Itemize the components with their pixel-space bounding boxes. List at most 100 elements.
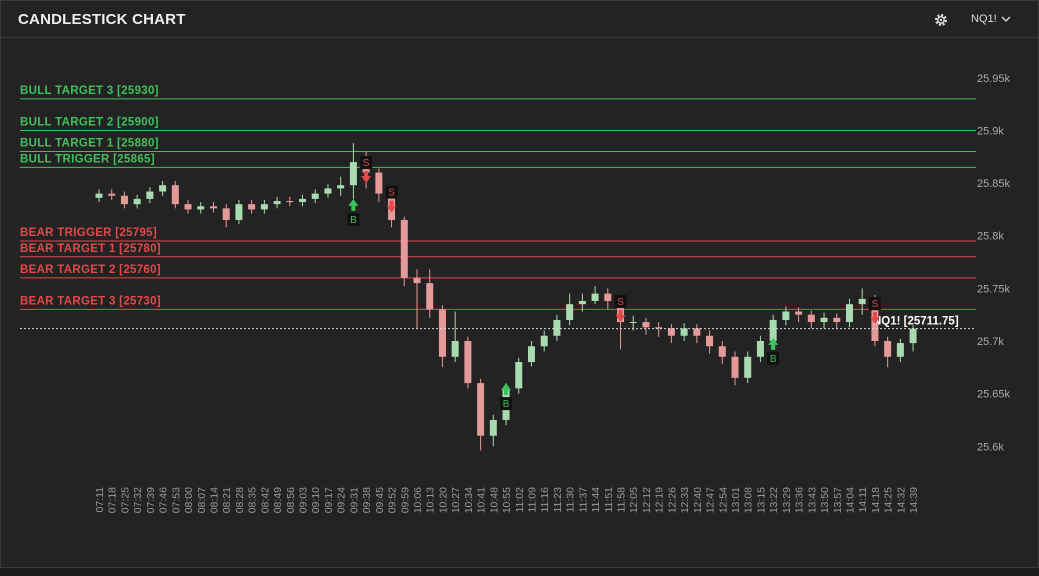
candle-body [655,327,663,329]
candle-body [769,319,777,341]
x-tick-label: 14:25 [883,487,895,513]
y-tick-label: 25.7k [977,336,1004,348]
x-tick-label: 11:02 [514,487,526,513]
x-tick-label: 11:09 [526,487,538,513]
level-label: BEAR TARGET 2 [25760] [20,264,161,276]
x-tick-label: 14:39 [908,487,920,513]
x-tick-label: 12:12 [641,487,653,513]
x-tick-label: 11:37 [577,487,589,513]
level-label: BEAR TARGET 3 [25730] [20,295,161,307]
x-tick-label: 13:22 [768,487,780,513]
x-tick-label: 08:21 [221,487,233,513]
candle-body [426,283,434,310]
candle-body [884,341,892,357]
x-tick-label: 08:42 [259,487,271,513]
x-tick-label: 10:13 [425,487,437,513]
candle-body [896,343,904,357]
x-tick-label: 07:32 [132,487,144,513]
x-tick-label: 12:26 [666,487,678,513]
x-tick-label: 09:38 [361,487,373,513]
candle-body [833,317,841,323]
candle-body [95,193,103,198]
x-tick-label: 13:08 [743,487,755,513]
candle-body [311,193,319,199]
x-tick-label: 13:15 [755,487,767,513]
x-tick-label: 08:49 [272,487,284,513]
x-tick-label: 08:35 [247,487,259,513]
signal-arrow [348,198,359,211]
x-tick-label: 13:57 [832,487,844,513]
symbol-dropdown[interactable]: NQ1! [971,13,997,25]
candle-body [604,293,612,301]
candle-body [451,341,459,357]
candle-body [299,198,307,203]
x-tick-label: 10:55 [501,487,513,513]
candle-body [540,335,548,347]
candle-body [400,219,408,278]
candle-body [222,208,230,220]
candle-body [744,356,752,378]
x-tick-label: 09:45 [374,487,386,513]
level-label: BULL TARGET 1 [25880] [20,138,159,150]
x-tick-label: 07:53 [170,487,182,513]
candle-body [718,346,726,357]
x-tick-label: 11:23 [552,487,564,513]
candle-body [578,301,586,305]
candle-body [909,328,917,344]
dropdown-chevron[interactable] [1001,15,1011,23]
y-tick-label: 25.75k [977,283,1011,295]
candle-body [375,172,383,194]
candle-body [108,193,116,196]
candle-body [756,341,764,357]
candle-body [159,185,167,192]
x-tick-label: 14:32 [895,487,907,513]
candle-body [553,319,561,336]
candle-body [731,356,739,378]
signal-arrow [615,310,626,323]
candle-body [349,162,357,186]
candle-body [464,341,472,384]
x-tick-label: 11:44 [590,487,602,513]
y-tick-label: 25.8k [977,231,1004,243]
x-tick-label: 09:17 [323,487,335,513]
candle-body [184,204,192,210]
x-tick-label: 07:46 [158,487,170,513]
candle-body [807,314,815,323]
x-tick-label: 09:59 [399,487,411,513]
candle-body [667,328,675,336]
page-title: CANDLESTICK CHART [18,11,186,28]
level-label: BEAR TARGET 1 [25780] [20,243,161,255]
x-tick-label: 12:40 [692,487,704,513]
candle-body [820,317,828,323]
candle-body [413,277,421,284]
candle-body [171,185,179,205]
x-tick-label: 08:28 [234,487,246,513]
x-tick-label: 13:36 [794,487,806,513]
x-tick-label: 07:25 [119,487,131,513]
signal-box [347,212,360,226]
candle-body [629,322,637,324]
x-tick-label: 12:05 [628,487,640,513]
x-tick-label: 09:24 [336,487,348,513]
x-tick-label: 07:39 [145,487,157,513]
signal-box [500,397,513,411]
signal-box [385,185,398,199]
x-tick-label: 11:58 [616,487,628,513]
candle-body [680,328,688,336]
x-tick-label: 08:56 [285,487,297,513]
candle-body [706,335,714,347]
candle-body [133,198,141,205]
y-tick-label: 25.6k [977,441,1004,453]
candle-body [642,322,650,328]
x-tick-label: 14:11 [857,487,869,513]
candle-body [515,362,523,389]
signal-arrow [501,383,512,396]
x-tick-label: 10:06 [412,487,424,513]
x-tick-label: 13:43 [806,487,818,513]
settings-button[interactable] [933,12,949,28]
x-tick-label: 09:52 [387,487,399,513]
candle-body [273,201,281,205]
candle-body [858,298,866,305]
x-tick-label: 07:18 [107,487,119,513]
candle-body [527,346,535,363]
